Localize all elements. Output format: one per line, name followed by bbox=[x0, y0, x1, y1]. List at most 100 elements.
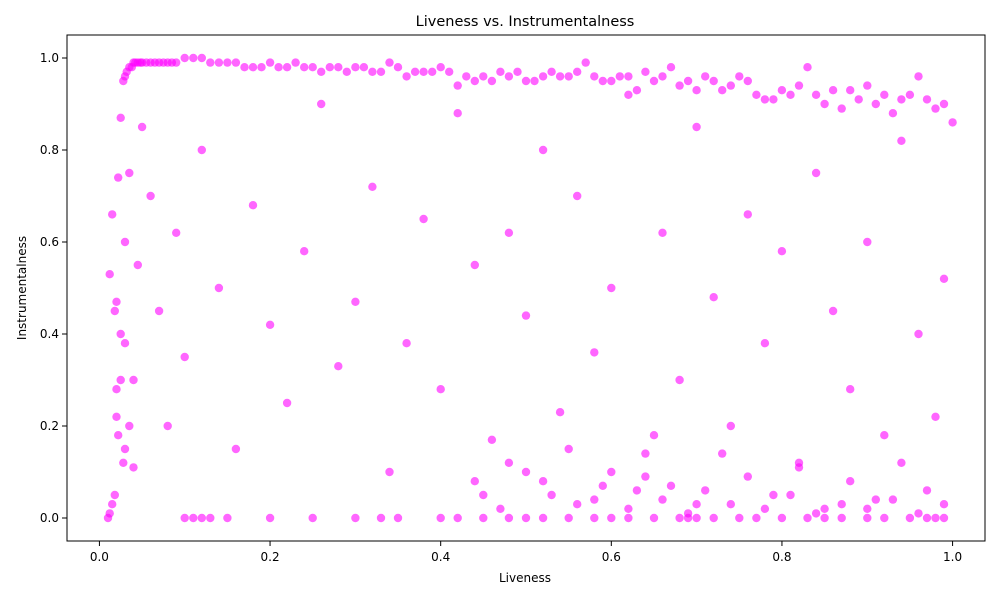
data-point bbox=[521, 76, 531, 86]
data-point bbox=[282, 62, 292, 72]
data-point bbox=[538, 72, 548, 81]
data-point bbox=[769, 95, 778, 104]
data-point bbox=[154, 306, 164, 316]
data-point bbox=[777, 513, 787, 523]
x-tick-label: 0.6 bbox=[602, 550, 621, 564]
data-point bbox=[624, 72, 633, 81]
data-point bbox=[308, 513, 317, 523]
data-point bbox=[692, 122, 701, 132]
data-point bbox=[231, 58, 241, 67]
data-point bbox=[820, 513, 829, 523]
data-point bbox=[794, 81, 804, 90]
data-point bbox=[854, 95, 863, 104]
data-point bbox=[624, 513, 633, 523]
data-point bbox=[718, 449, 727, 458]
data-point bbox=[274, 62, 283, 72]
data-point bbox=[504, 228, 514, 237]
data-point bbox=[811, 509, 821, 518]
data-point bbox=[487, 76, 497, 86]
data-point bbox=[496, 504, 505, 513]
data-point bbox=[530, 76, 539, 86]
data-point bbox=[897, 136, 906, 145]
data-point bbox=[811, 168, 821, 178]
data-point bbox=[914, 72, 923, 81]
data-point bbox=[108, 500, 117, 509]
data-point bbox=[555, 408, 565, 417]
data-point bbox=[649, 76, 659, 86]
y-tick-label: 0.8 bbox=[40, 143, 59, 157]
data-point bbox=[453, 513, 462, 523]
data-point bbox=[598, 76, 607, 86]
data-point bbox=[939, 99, 949, 109]
data-point bbox=[521, 513, 531, 523]
data-point bbox=[547, 490, 556, 500]
data-point bbox=[649, 513, 659, 523]
data-point bbox=[709, 513, 718, 523]
data-point bbox=[125, 168, 134, 178]
data-point bbox=[939, 500, 949, 509]
data-point bbox=[837, 513, 846, 523]
data-point bbox=[114, 173, 123, 182]
data-point bbox=[632, 86, 642, 95]
data-point bbox=[863, 504, 872, 513]
data-point bbox=[735, 513, 744, 523]
data-point bbox=[649, 431, 659, 440]
data-point bbox=[607, 283, 616, 293]
data-point bbox=[419, 214, 428, 224]
data-point bbox=[675, 375, 684, 385]
plot-frame bbox=[66, 34, 986, 542]
data-point bbox=[133, 260, 142, 270]
data-point bbox=[129, 375, 138, 385]
data-point bbox=[709, 76, 718, 86]
data-point bbox=[453, 109, 462, 118]
data-point bbox=[116, 113, 125, 123]
y-axis: 0.0 0.2 0.4 0.6 0.8 1.0 bbox=[40, 51, 67, 525]
data-point bbox=[428, 67, 437, 77]
data-point bbox=[325, 62, 334, 72]
data-point bbox=[538, 145, 548, 155]
data-point bbox=[777, 247, 787, 256]
data-point bbox=[632, 486, 642, 495]
data-point bbox=[573, 67, 582, 77]
data-point bbox=[598, 481, 607, 490]
data-point bbox=[470, 76, 479, 86]
data-point bbox=[931, 513, 940, 523]
data-point bbox=[137, 122, 147, 132]
data-point bbox=[402, 339, 411, 348]
data-point bbox=[479, 490, 488, 500]
data-point bbox=[496, 67, 505, 77]
data-point bbox=[334, 62, 343, 72]
data-point bbox=[794, 463, 804, 472]
data-point bbox=[105, 509, 114, 518]
data-point bbox=[880, 431, 889, 440]
x-tick-label: 1.0 bbox=[943, 550, 962, 564]
data-point bbox=[368, 182, 377, 191]
x-tick-label: 0.0 bbox=[90, 550, 109, 564]
data-point bbox=[683, 509, 693, 518]
data-point bbox=[760, 95, 770, 104]
data-point bbox=[607, 467, 616, 477]
data-point bbox=[863, 513, 872, 523]
data-point bbox=[231, 444, 241, 454]
data-point bbox=[282, 398, 292, 408]
data-point bbox=[846, 477, 855, 486]
data-point bbox=[948, 118, 957, 127]
data-point bbox=[922, 486, 932, 495]
data-point bbox=[846, 385, 855, 394]
data-point bbox=[120, 444, 130, 454]
data-point bbox=[291, 58, 300, 67]
data-point bbox=[189, 513, 198, 523]
data-point bbox=[300, 62, 309, 72]
y-axis-label: Instrumentalness bbox=[15, 236, 29, 340]
data-point bbox=[803, 513, 812, 523]
data-point bbox=[931, 412, 940, 421]
y-tick-label: 0.0 bbox=[40, 511, 59, 525]
data-point bbox=[939, 513, 949, 523]
data-point bbox=[718, 86, 727, 95]
x-axis-label: Liveness bbox=[499, 571, 551, 585]
data-point bbox=[607, 76, 616, 86]
data-point bbox=[504, 72, 514, 81]
data-point bbox=[513, 67, 522, 77]
data-point bbox=[709, 293, 718, 302]
data-point bbox=[479, 513, 488, 523]
